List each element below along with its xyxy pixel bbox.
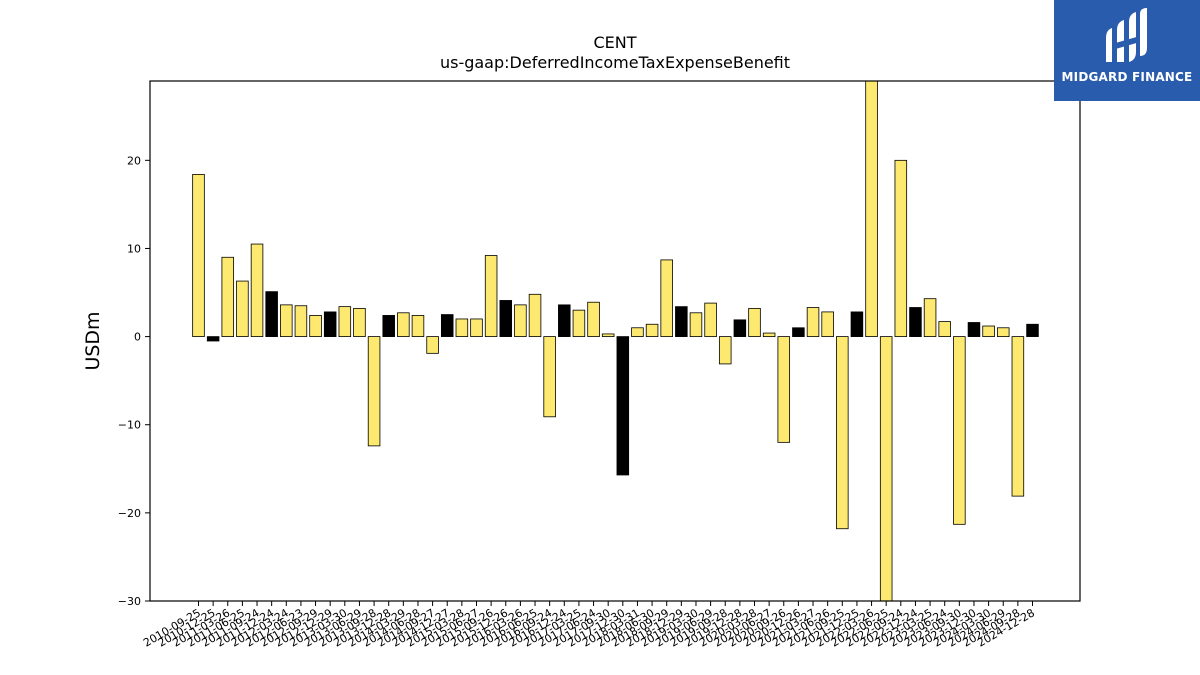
bar — [470, 318, 483, 337]
y-tick-label: 0 — [134, 331, 141, 344]
bar — [675, 306, 688, 337]
bar — [367, 336, 381, 447]
bar — [484, 255, 498, 337]
bar — [294, 305, 308, 337]
bar — [1026, 323, 1039, 337]
bar — [397, 312, 410, 337]
bar — [514, 304, 527, 337]
y-tick-label: −30 — [118, 595, 141, 608]
bar — [382, 315, 395, 337]
bar — [762, 332, 776, 337]
bar — [411, 315, 425, 337]
bar — [338, 306, 352, 337]
bar — [353, 307, 366, 337]
bar — [426, 336, 439, 354]
bar — [879, 336, 893, 602]
bar — [850, 311, 864, 337]
bar — [543, 336, 556, 418]
chart-subtitle: us-gaap:DeferredIncomeTaxExpenseBenefit — [440, 53, 790, 72]
y-tick-label: −10 — [118, 419, 141, 432]
chart-title: CENT — [593, 33, 636, 52]
bar — [777, 336, 791, 443]
bar — [601, 333, 615, 337]
bar — [572, 309, 586, 337]
bar — [323, 311, 337, 337]
y-tick-label: −20 — [118, 507, 141, 520]
bar — [265, 291, 278, 337]
bar — [792, 327, 805, 337]
bar — [236, 280, 249, 337]
bar — [280, 304, 293, 337]
plot-frame — [149, 80, 1081, 602]
bar — [923, 298, 937, 337]
y-axis-label: USDm — [82, 311, 104, 370]
bar — [616, 336, 630, 476]
bar — [836, 336, 849, 530]
bar — [499, 300, 513, 337]
bar — [996, 327, 1010, 337]
bar — [631, 327, 644, 337]
bar — [953, 336, 966, 525]
bar — [192, 174, 205, 337]
bar — [894, 159, 908, 337]
midgard-finance-logo: MIDGARD FINANCE — [1054, 0, 1200, 101]
y-axis-ticks: −30 −20 −10 0 10 20 — [118, 154, 150, 608]
bar — [982, 325, 995, 337]
bar — [1011, 336, 1025, 497]
bar — [440, 314, 454, 337]
bar — [821, 311, 834, 337]
bar — [206, 336, 220, 342]
bar — [909, 307, 922, 337]
bar — [938, 321, 951, 337]
logo-text: MIDGARD FINANCE — [1061, 70, 1193, 84]
bar — [806, 307, 820, 337]
bar — [704, 302, 717, 337]
x-axis-ticks: 2010-09-252010-12-252011-03-262011-06-25… — [141, 601, 1037, 650]
bar — [718, 336, 732, 365]
y-tick-label: 20 — [127, 154, 141, 167]
bars-group — [192, 80, 1039, 602]
bar — [250, 243, 264, 337]
bar — [733, 319, 747, 337]
bar — [587, 301, 600, 337]
bar — [221, 256, 235, 337]
logo-mark-icon — [1106, 8, 1147, 62]
bar — [309, 315, 322, 337]
bar — [660, 259, 673, 337]
bar — [748, 307, 761, 337]
bar — [528, 293, 542, 337]
y-tick-label: 10 — [127, 242, 141, 255]
bar — [865, 80, 878, 337]
bar — [455, 318, 469, 337]
bar — [558, 304, 571, 337]
bar — [689, 312, 703, 337]
bar — [967, 322, 981, 337]
bar — [645, 323, 659, 337]
